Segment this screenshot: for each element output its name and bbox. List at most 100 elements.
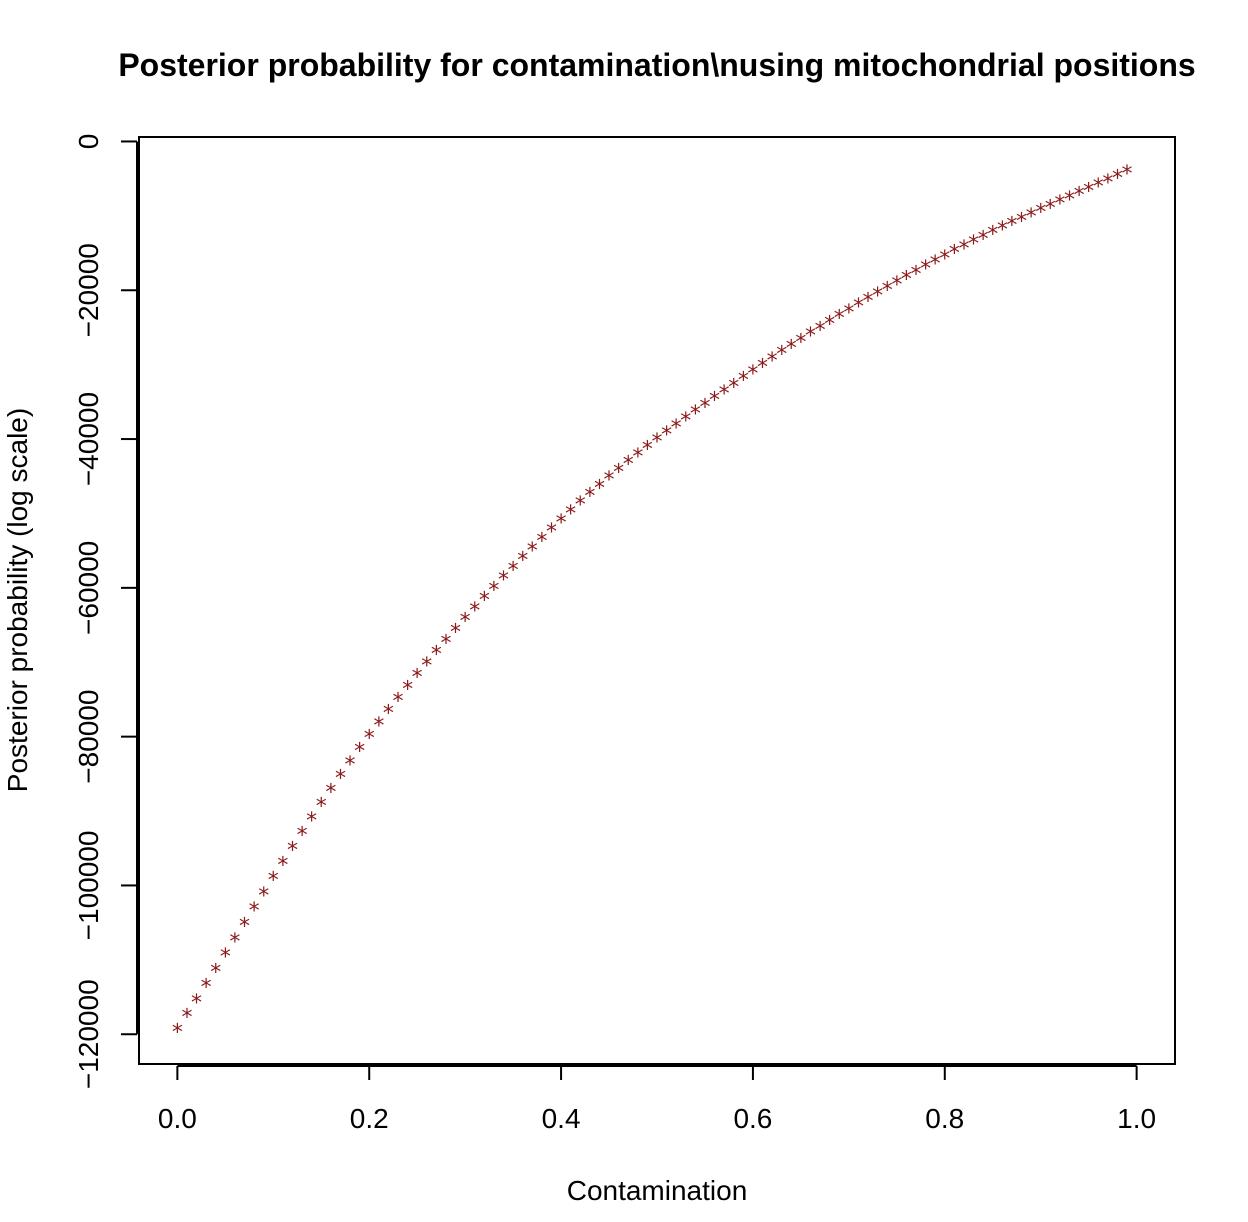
x-tick-label: 0.6 — [733, 1103, 772, 1134]
data-point-marker: * — [316, 795, 327, 820]
data-point-marker: * — [997, 218, 1008, 243]
data-point-marker: * — [258, 884, 269, 909]
data-point-marker: * — [460, 610, 471, 635]
y-tick-label: −120000 — [73, 979, 104, 1089]
data-point-marker: * — [757, 356, 768, 381]
data-point-marker: * — [1054, 192, 1065, 217]
y-axis-label: Posterior probability (log scale) — [2, 408, 33, 792]
data-point-marker: * — [488, 578, 499, 603]
data-point-marker: * — [834, 307, 845, 332]
data-point-marker: * — [1102, 171, 1113, 196]
data-point-marker: * — [536, 529, 547, 554]
data-point-marker: * — [661, 423, 672, 448]
data-point-marker: * — [728, 375, 739, 400]
y-tick-label: −40000 — [73, 392, 104, 486]
y-tick-label: 0 — [73, 134, 104, 150]
data-point-marker: * — [891, 273, 902, 298]
data-point-marker: * — [776, 343, 787, 368]
data-point-marker: * — [939, 247, 950, 272]
data-point-marker: * — [412, 666, 423, 691]
data-point-marker: * — [1093, 175, 1104, 200]
data-point-marker: * — [565, 502, 576, 527]
data-point-marker: * — [354, 740, 365, 765]
data-point-marker: * — [1006, 214, 1017, 239]
data-point-marker: * — [1083, 179, 1094, 204]
x-tick-label: 0.8 — [925, 1103, 964, 1134]
data-point-marker: * — [556, 511, 567, 536]
data-point-marker: * — [987, 223, 998, 248]
data-point-marker: * — [968, 232, 979, 257]
data-point-marker: * — [517, 549, 528, 574]
data-point-marker: * — [1064, 188, 1075, 213]
data-point-marker: * — [930, 252, 941, 277]
data-point-marker: * — [853, 295, 864, 320]
data-point-marker: * — [1122, 162, 1133, 187]
data-point-marker: * — [479, 589, 490, 614]
data-point-marker: * — [201, 976, 212, 1001]
data-point-marker: * — [220, 945, 231, 970]
data-point-marker: * — [901, 268, 912, 293]
data-point-marker: * — [287, 839, 298, 864]
data-point-marker: * — [268, 869, 279, 894]
y-axis: 0 −20000 −40000 −60000 −80000 −100000 −120000 — [73, 134, 138, 1089]
data-point-marker: * — [978, 227, 989, 252]
data-point-marker: * — [191, 991, 202, 1016]
data-point-marker: * — [1074, 184, 1085, 209]
data-point-marker: * — [575, 493, 586, 518]
data-point-marker: * — [181, 1006, 192, 1031]
data-point-marker: * — [786, 336, 797, 361]
data-point-marker: * — [1045, 196, 1056, 221]
data-point-marker: * — [1112, 166, 1123, 191]
data-point-marker: * — [345, 753, 356, 778]
data-point-marker: * — [613, 460, 624, 485]
data-point-marker: * — [680, 409, 691, 434]
data-point-marker: * — [652, 430, 663, 455]
data-point-marker: * — [863, 289, 874, 314]
data-markers: ****************************************… — [172, 162, 1133, 1046]
data-point-marker: * — [920, 257, 931, 282]
data-point-marker: * — [229, 930, 240, 955]
data-point-marker: * — [277, 854, 288, 879]
data-point-marker: * — [1016, 209, 1027, 234]
data-point-marker: * — [508, 558, 519, 583]
data-point-marker: * — [824, 312, 835, 337]
data-point-marker: * — [297, 824, 308, 849]
data-point-marker: * — [373, 714, 384, 739]
data-point-marker: * — [450, 621, 461, 646]
data-point-marker: * — [172, 1021, 183, 1046]
y-tick-label: −80000 — [73, 690, 104, 784]
data-point-marker: * — [632, 445, 643, 470]
y-tick-label: −100000 — [73, 831, 104, 941]
data-point-marker: * — [306, 809, 317, 834]
data-point-marker: * — [882, 278, 893, 303]
data-point-marker: * — [642, 438, 653, 463]
data-point-marker: * — [747, 362, 758, 387]
data-point-marker: * — [584, 485, 595, 510]
x-axis-label: Contamination — [567, 1175, 748, 1206]
data-point-marker: * — [594, 476, 605, 501]
x-axis: 0.0 0.2 0.4 0.6 0.8 1.0 — [158, 1065, 1156, 1134]
data-point-marker: * — [239, 915, 250, 940]
data-point-marker: * — [604, 468, 615, 493]
data-point-marker: * — [469, 599, 480, 624]
data-point-marker: * — [440, 632, 451, 657]
data-point-marker: * — [958, 237, 969, 262]
x-tick-label: 1.0 — [1117, 1103, 1156, 1134]
data-point-marker: * — [393, 689, 404, 714]
data-point-marker: * — [527, 539, 538, 564]
data-point-marker: * — [325, 780, 336, 805]
data-point-marker: * — [546, 520, 557, 545]
y-tick-label: −60000 — [73, 541, 104, 635]
data-point-marker: * — [805, 324, 816, 349]
data-point-marker: * — [949, 242, 960, 267]
data-point-marker: * — [1026, 205, 1037, 230]
x-tick-label: 0.4 — [542, 1103, 581, 1134]
data-point-marker: * — [911, 262, 922, 287]
data-point-marker: * — [402, 677, 413, 702]
data-point-marker: * — [249, 899, 260, 924]
chart-title: Posterior probability for contamination\… — [118, 47, 1195, 83]
data-point-marker: * — [671, 416, 682, 441]
plot-frame — [138, 136, 1176, 1065]
